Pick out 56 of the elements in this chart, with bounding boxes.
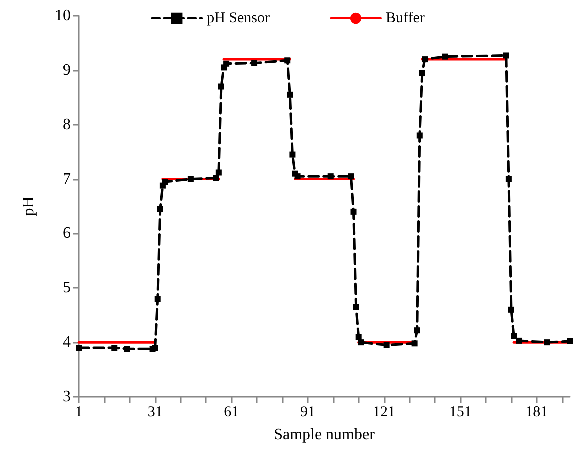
y-tick-label: 8 [63,116,71,134]
legend-label: pH Sensor [207,10,270,26]
point [112,345,118,352]
point [218,84,224,90]
point [294,174,301,180]
point [152,345,158,352]
point [416,132,423,139]
point [348,174,354,180]
point [154,296,161,302]
y-axis-title: pH [20,196,38,216]
y-tick-label: 7 [63,170,71,188]
point [252,60,258,66]
point [412,340,418,347]
legend-label: Buffer [386,10,425,26]
y-tick-label: 6 [63,225,71,242]
point [213,175,220,182]
x-tick-label: 1 [75,404,83,420]
x-tick-label: 181 [526,404,548,420]
point [422,56,428,63]
point [76,345,82,352]
point [284,58,291,64]
point [503,52,510,59]
point [567,338,573,344]
y-tick-label: 5 [63,280,71,297]
x-tick-label: 61 [224,404,240,420]
point [290,152,296,158]
point [328,174,334,180]
point [358,340,364,346]
y-tick-label: 4 [63,334,71,352]
point [356,334,362,340]
point [224,60,230,67]
y-tick-label: 10 [55,8,71,24]
point [188,176,194,182]
point [353,304,360,310]
y-tick-label: 3 [63,388,71,406]
x-tick-label: 121 [373,404,396,420]
x-tick-label: 151 [449,404,472,420]
y-tick-label: 9 [63,62,71,79]
point [216,170,222,176]
point [506,176,512,182]
x-tick-label: 91 [300,404,316,420]
point [508,306,514,313]
point [419,70,426,76]
point [350,208,357,215]
point [384,342,390,348]
point [287,92,294,98]
x-axis-title: Sample number [274,426,376,444]
point [516,338,522,344]
x-tick-label: 31 [148,404,163,420]
point [511,333,518,340]
point [124,346,130,352]
point [414,328,420,334]
point [157,206,164,212]
point [442,54,448,60]
point [544,340,550,346]
point [162,179,168,186]
